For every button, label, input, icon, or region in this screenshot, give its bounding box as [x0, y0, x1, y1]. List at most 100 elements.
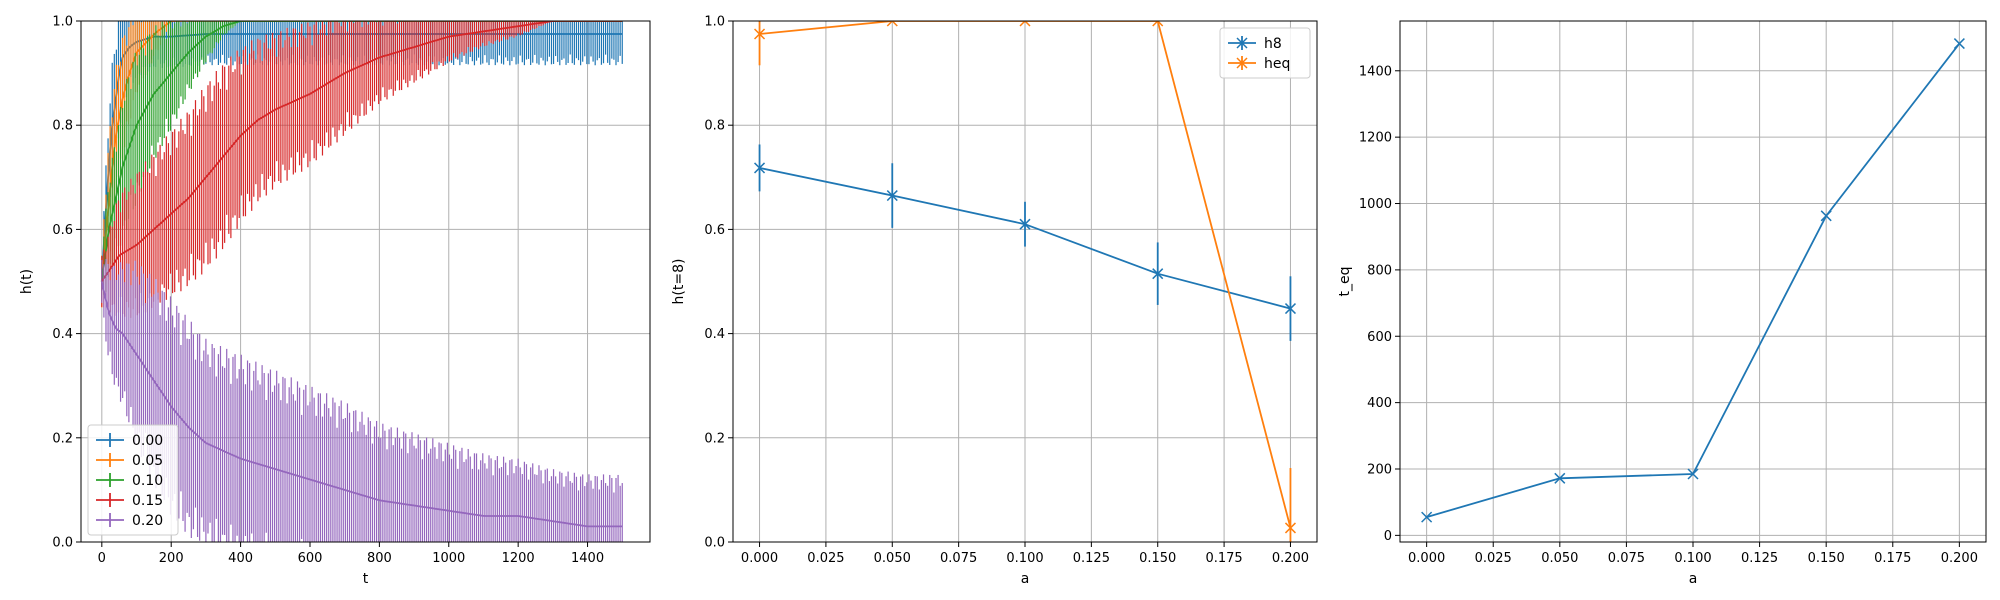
data-point: [754, 28, 766, 40]
data-point: [1284, 303, 1296, 315]
y-tick-label: 1200: [1359, 131, 1392, 146]
data-point: [1284, 522, 1296, 534]
x-tick-label: 0.025: [807, 551, 844, 566]
marker-stroke: [1152, 21, 1159, 27]
y-tick-label: 1.0: [704, 15, 725, 30]
y-tick-label: 200: [1367, 462, 1392, 477]
marker-stroke: [1284, 522, 1296, 534]
y-axis-label: h(t=8): [671, 259, 687, 305]
legend-label: 0.20: [132, 513, 163, 529]
legend-item: 0.20: [96, 513, 163, 529]
series-0.20: [100, 259, 623, 542]
x-tick-label: 0.150: [1808, 551, 1845, 566]
data-point: [1019, 218, 1031, 230]
legend-label: 0.00: [132, 433, 163, 449]
x-tick-label: 0.050: [874, 551, 911, 566]
marker-stroke: [891, 21, 898, 27]
marker-stroke: [1284, 303, 1296, 315]
chart-3: 0.000 0.025 0.050 0.075 0.100 0.125 0.150 0.175…: [1337, 20, 1987, 587]
legend-label: h8: [1264, 36, 1282, 52]
marker-stroke: [1156, 21, 1164, 27]
x-tick-label: 0.000: [741, 551, 778, 566]
y-tick-label: 0.0: [52, 536, 73, 551]
x-tick-label: 200: [159, 551, 184, 566]
series-1: [1421, 38, 1965, 523]
x-tick-label: 1000: [432, 551, 465, 566]
x-tick-label: 400: [228, 551, 253, 566]
marker-stroke: [1953, 38, 1965, 50]
data-point: [754, 162, 766, 174]
x-tick-label: 600: [298, 551, 323, 566]
data-point: [1953, 38, 1965, 50]
x-tick-label: 0.025: [1475, 551, 1512, 566]
y-tick-label: 1.0: [52, 15, 73, 30]
marker-stroke: [886, 190, 898, 202]
y-tick-label: 0.2: [704, 431, 725, 446]
x-tick-label: 0.125: [1073, 551, 1110, 566]
legend-item: 0.05: [96, 453, 163, 469]
x-tick-label: 0.175: [1874, 551, 1911, 566]
plot-area: [100, 21, 623, 542]
legend-label: heq: [1264, 56, 1290, 72]
legend: 0.00 0.05 0.10 0.15 0.20: [87, 424, 179, 536]
series-line: [100, 21, 623, 282]
x-tick-label: 1400: [571, 551, 604, 566]
x-axis-label: a: [1021, 571, 1030, 587]
series-heq: [754, 21, 1296, 542]
data-point: [1152, 21, 1164, 27]
plot-area: [754, 21, 1296, 542]
legend-item: heq: [1228, 56, 1290, 72]
data-point: [1820, 210, 1832, 222]
y-tick-label: 0.4: [704, 327, 725, 342]
marker-stroke: [1820, 210, 1832, 222]
legend-item: h8: [1228, 36, 1282, 52]
legend-label: 0.05: [132, 453, 163, 469]
legend-label: 0.10: [132, 473, 163, 489]
data-point: [1152, 268, 1164, 280]
x-tick-label: 0.075: [1608, 551, 1645, 566]
x-axis-label: t: [363, 571, 369, 587]
marker-stroke: [1687, 468, 1699, 480]
series-line: [101, 21, 623, 283]
marker-stroke: [1554, 472, 1566, 484]
data-point: [1421, 511, 1433, 523]
legend-label: 0.15: [132, 493, 163, 509]
y-tick-label: 0.6: [52, 223, 73, 238]
x-tick-label: 0.100: [1006, 551, 1043, 566]
series-line: [759, 21, 1292, 529]
y-axis-label: h(t): [19, 269, 35, 294]
x-tick-label: 0.175: [1205, 551, 1242, 566]
y-tick-label: 0.6: [704, 223, 725, 238]
data-point: [1554, 472, 1566, 484]
y-tick-label: 0.4: [52, 327, 73, 342]
y-tick-label: 0.2: [52, 431, 73, 446]
data-point: [886, 190, 898, 202]
plot-frame: [80, 20, 651, 543]
x-tick-label: 0.075: [940, 551, 977, 566]
data-point: [1019, 21, 1031, 27]
series-h8: [754, 144, 1296, 341]
y-tick-label: 0.0: [704, 536, 725, 551]
x-axis-label: a: [1689, 571, 1698, 587]
chart-2: 0.000 0.025 0.050 0.075 0.100 0.125 0.150 0.175…: [671, 15, 1318, 587]
chart-1: 0 200 400 600 800 1000 1200 1400 0.0 0.2 0.4 0.6 0.8…: [19, 15, 651, 587]
marker-stroke: [1019, 218, 1031, 230]
x-tick-label: 0.200: [1941, 551, 1978, 566]
y-tick-label: 600: [1367, 330, 1392, 345]
legend-item: 0.00: [96, 433, 163, 449]
y-axis-label: t_eq: [1337, 267, 1353, 297]
y-tick-label: 400: [1367, 396, 1392, 411]
x-tick-label: 0.200: [1272, 551, 1309, 566]
marker-stroke: [1023, 21, 1031, 27]
marker-stroke: [1152, 268, 1164, 280]
y-tick-label: 1400: [1359, 64, 1392, 79]
x-tick-label: 800: [367, 551, 392, 566]
series-line: [100, 281, 623, 528]
x-tick-label: 0.050: [1541, 551, 1578, 566]
legend-item: 0.15: [96, 493, 163, 509]
legend-box: [87, 424, 179, 536]
x-tick-label: 0.000: [1408, 551, 1445, 566]
data-point: [886, 21, 898, 27]
marker-stroke: [754, 162, 766, 174]
x-tick-label: 0.150: [1139, 551, 1176, 566]
